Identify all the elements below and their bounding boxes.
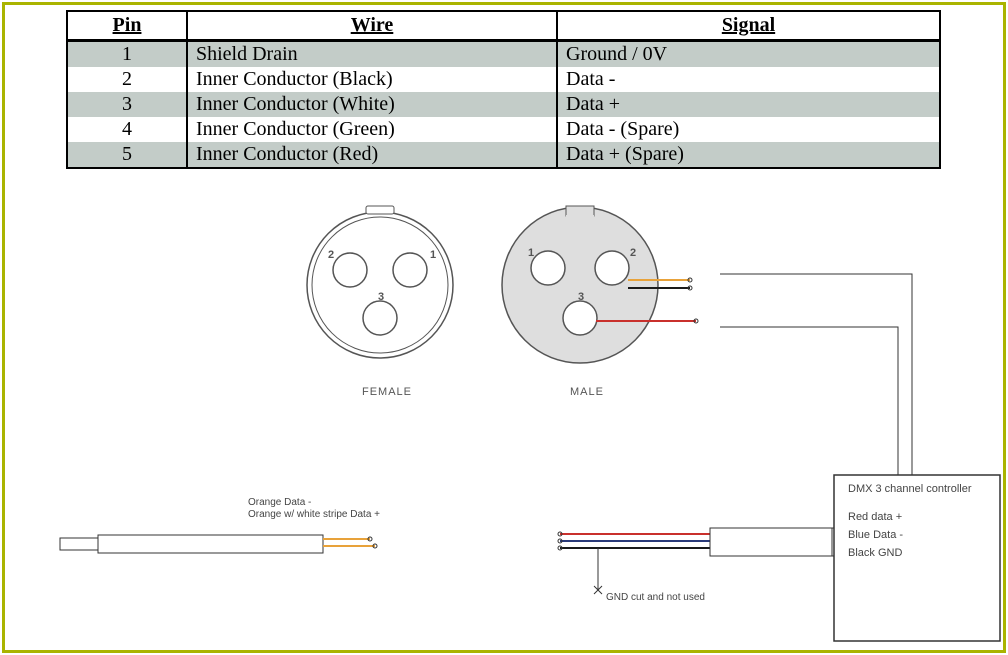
left-cable-label-2: Orange w/ white stripe Data + [248,509,380,520]
svg-text:2: 2 [630,247,636,259]
controller-title: DMX 3 channel controller [848,483,972,495]
left-cable-label-1: Orange Data - [248,497,311,508]
svg-text:1: 1 [430,249,436,261]
controller-line: Black GND [848,547,902,559]
female-label: FEMALE [362,386,412,398]
svg-text:3: 3 [378,291,384,303]
svg-text:2: 2 [328,249,334,261]
controller-line: Blue Data - [848,529,903,541]
male-label: MALE [570,386,604,398]
svg-text:3: 3 [578,291,584,303]
gnd-label: GND cut and not used [606,592,705,603]
controller-line: Red data + [848,511,902,523]
svg-text:1: 1 [528,247,534,259]
wiring-diagram: 1 2 3 FEMALE 1 2 3 MALE Orange Data -Orange w/ w… [0,0,1008,655]
